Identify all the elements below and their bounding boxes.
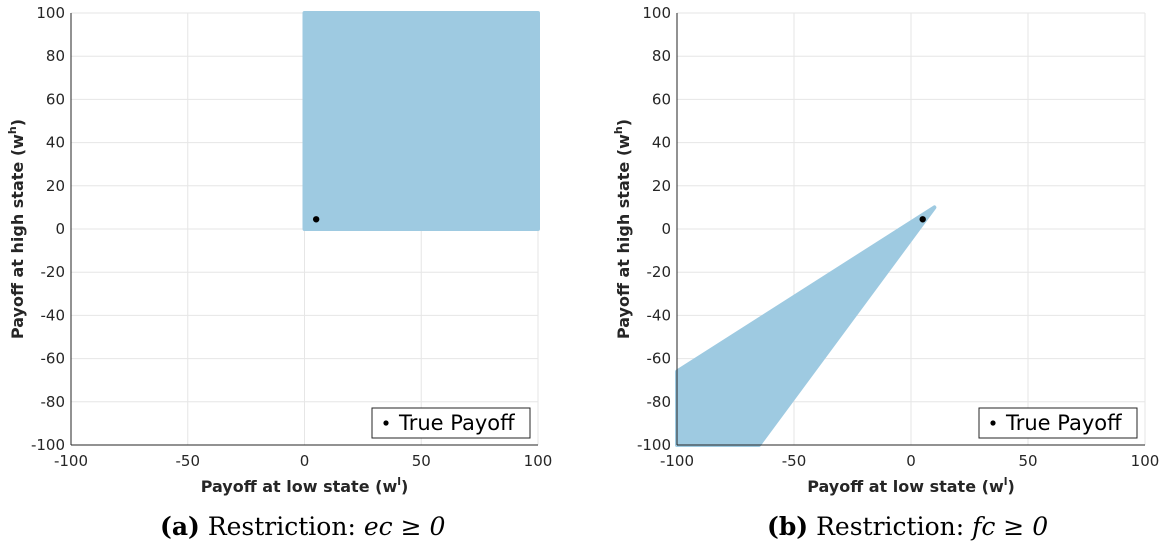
- y-tick-label: 20: [652, 177, 671, 195]
- figure: -100 -50 0 50 100 100 80 60 40 20 0 -20 -40 -60 -80 -10…: [6, 4, 1159, 496]
- caption-b-math: fc ≥ 0: [972, 512, 1049, 541]
- caption-b-text: Restriction:: [816, 512, 965, 541]
- y-tick-label: 0: [661, 220, 671, 238]
- y-axis-label: Payoff at high state (wh): [6, 119, 27, 339]
- y-tick-label: -80: [41, 393, 66, 411]
- legend-marker: [990, 420, 996, 426]
- legend-label: True Payoff: [1005, 411, 1122, 435]
- y-tick-label: -60: [647, 350, 672, 368]
- caption-a-math: ec ≥ 0: [363, 512, 446, 541]
- x-tick-label: -100: [54, 452, 88, 470]
- legend-box: [371, 407, 531, 439]
- y-tick-label: -20: [647, 263, 672, 281]
- legend-label: True Payoff: [398, 411, 515, 435]
- y-tick-label: 100: [642, 4, 671, 22]
- caption-b: (b) Restriction: fc ≥ 0: [767, 512, 1048, 541]
- y-tick-label: 20: [46, 177, 65, 195]
- x-tick-label: -50: [176, 452, 201, 470]
- x-tick-label: 50: [1018, 452, 1037, 470]
- x-axis-label: Payoff at low state (wl): [201, 475, 409, 496]
- x-tick-label: 50: [412, 452, 431, 470]
- x-tick-label: -50: [782, 452, 807, 470]
- x-tick-label: 0: [300, 452, 310, 470]
- y-tick-label: 80: [46, 47, 65, 65]
- y-tick-label: 100: [36, 4, 65, 22]
- x-tick-label: 0: [906, 452, 916, 470]
- y-tick-label: 80: [652, 47, 671, 65]
- y-axis-label: Payoff at high state (wh): [612, 119, 633, 339]
- y-tick-label: -100: [637, 436, 671, 454]
- y-tick-label: 0: [55, 220, 65, 238]
- y-tick-label: 40: [46, 134, 65, 152]
- true-payoff-point: [919, 216, 926, 223]
- caption-b-tag: (b): [767, 512, 809, 541]
- y-tick-label: 40: [652, 134, 671, 152]
- feasible-region: [302, 11, 540, 231]
- y-tick-label: -80: [647, 393, 672, 411]
- legend-marker: [383, 420, 389, 426]
- panel-a: -100 -50 0 50 100 100 80 60 40 20 0 -20 -40 -60 -80 -10…: [6, 4, 552, 496]
- caption-a-text: Restriction:: [207, 512, 356, 541]
- caption-a: (a) Restriction: ec ≥ 0: [160, 512, 445, 541]
- y-tick-label: -60: [41, 350, 66, 368]
- true-payoff-point: [312, 216, 320, 223]
- caption-a-tag: (a): [160, 512, 200, 541]
- y-tick-label: 60: [652, 90, 671, 108]
- x-tick-label: -100: [660, 452, 694, 470]
- y-tick-label: 60: [46, 90, 65, 108]
- y-tick-label: -20: [41, 263, 66, 281]
- x-tick-label: 100: [524, 452, 553, 470]
- y-tick-label: -40: [41, 306, 66, 324]
- x-tick-label: 100: [1131, 452, 1160, 470]
- legend-box: [978, 407, 1138, 439]
- x-axis-label: Payoff at low state (wl): [807, 475, 1015, 496]
- y-tick-label: -40: [647, 306, 672, 324]
- panel-b: -100 -50 0 50 100 100 80 60 40 20 0 -20 -40 -60 -80 -10…: [612, 4, 1159, 496]
- y-tick-label: -100: [31, 436, 65, 454]
